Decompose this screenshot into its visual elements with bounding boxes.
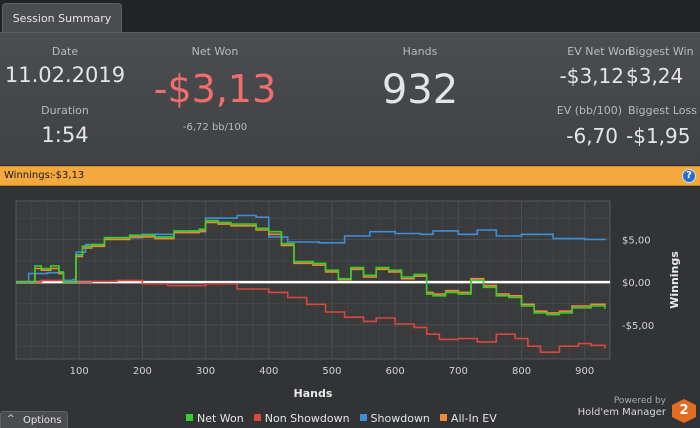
options-button[interactable]: ^ Options bbox=[0, 411, 68, 428]
help-icon[interactable]: ? bbox=[682, 169, 696, 183]
branding: Powered by Hold'em Manager 2 bbox=[576, 396, 696, 426]
legend-label: Net Won bbox=[197, 412, 244, 425]
legend-item[interactable]: Non Showdown bbox=[253, 412, 350, 425]
duration-value: 1:54 bbox=[41, 123, 89, 147]
product-name: Hold'em Manager bbox=[577, 407, 666, 418]
x-tick-label: 100 bbox=[70, 366, 89, 377]
x-tick-label: 600 bbox=[386, 366, 405, 377]
x-tick-label: 400 bbox=[259, 366, 278, 377]
legend-swatch bbox=[439, 414, 447, 421]
y-tick-label: $5,00 bbox=[622, 235, 651, 246]
y-tick-label: $0,00 bbox=[622, 278, 651, 289]
powered-by-text: Powered by bbox=[613, 396, 666, 406]
x-axis-label: Hands bbox=[294, 387, 333, 400]
ev-bb-value: -6,70 bbox=[566, 124, 618, 148]
hands-label: Hands bbox=[402, 45, 438, 58]
winnings-label: Winnings: bbox=[4, 170, 54, 181]
netwon-label: Net Won bbox=[191, 45, 239, 58]
y-tick-label: -$5,00 bbox=[622, 321, 654, 332]
options-label: Options bbox=[23, 415, 62, 426]
netwon-bb-value: -6,72 bb/100 bbox=[182, 122, 248, 133]
x-tick-label: 300 bbox=[196, 366, 215, 377]
duration-label: Duration bbox=[41, 104, 89, 117]
series-line-non-showdown bbox=[16, 279, 606, 353]
ev-netwon-value: -$3,12 bbox=[559, 64, 624, 88]
legend-label: Non Showdown bbox=[264, 412, 350, 425]
biggest-loss-value: -$1,95 bbox=[626, 124, 691, 148]
winnings-bar: Winnings: -$3,13 ? bbox=[0, 166, 700, 186]
session-summary-panel: Date 11.02.2019 Duration 1:54 Net Won -$… bbox=[0, 32, 700, 165]
legend-label: All-In EV bbox=[450, 412, 497, 425]
series-line-net-won bbox=[16, 219, 606, 316]
x-tick-label: 500 bbox=[322, 366, 341, 377]
x-tick-label: 900 bbox=[575, 366, 594, 377]
date-value: 11.02.2019 bbox=[4, 63, 126, 87]
winnings-chart-panel: 100 200 300 400 500 600 700 800 900 $5,00 $0,00 -$5… bbox=[0, 187, 700, 428]
winnings-value: -$3,13 bbox=[52, 170, 85, 181]
biggest-loss-label: Biggest Loss bbox=[628, 104, 698, 117]
chart-legend: Net Won Non Showdown Showdown All-In EV bbox=[186, 412, 507, 426]
legend-item[interactable]: Net Won bbox=[186, 412, 244, 425]
date-label: Date bbox=[51, 45, 79, 58]
tab-bar: Session Summary bbox=[0, 0, 700, 33]
legend-swatch bbox=[253, 414, 261, 421]
y-axis-label: Winnings bbox=[668, 251, 681, 309]
biggest-win-label: Biggest Win bbox=[628, 45, 694, 58]
legend-swatch bbox=[186, 414, 193, 421]
ev-netwon-label: EV Net Won bbox=[567, 45, 632, 58]
hands-value: 932 bbox=[381, 67, 459, 113]
chevron-up-icon: ^ bbox=[7, 414, 15, 424]
legend-item[interactable]: All-In EV bbox=[439, 412, 497, 425]
x-tick-label: 700 bbox=[449, 366, 468, 377]
winnings-chart: 100 200 300 400 500 600 700 800 900 $5,00 $0,00 -$5… bbox=[15, 200, 681, 400]
legend-swatch bbox=[359, 414, 367, 421]
legend-item[interactable]: Showdown bbox=[359, 412, 430, 425]
ev-bb-label: EV (bb/100) bbox=[556, 104, 622, 117]
x-tick-label: 200 bbox=[133, 366, 152, 377]
netwon-value: -$3,13 bbox=[153, 67, 277, 111]
tab-session-summary[interactable]: Session Summary bbox=[2, 3, 122, 33]
plot-area bbox=[15, 200, 611, 360]
biggest-win-value: $3,24 bbox=[626, 64, 684, 88]
x-tick-label: 800 bbox=[512, 366, 531, 377]
hm2-logo-icon: 2 bbox=[672, 399, 696, 423]
legend-label: Showdown bbox=[370, 412, 430, 425]
